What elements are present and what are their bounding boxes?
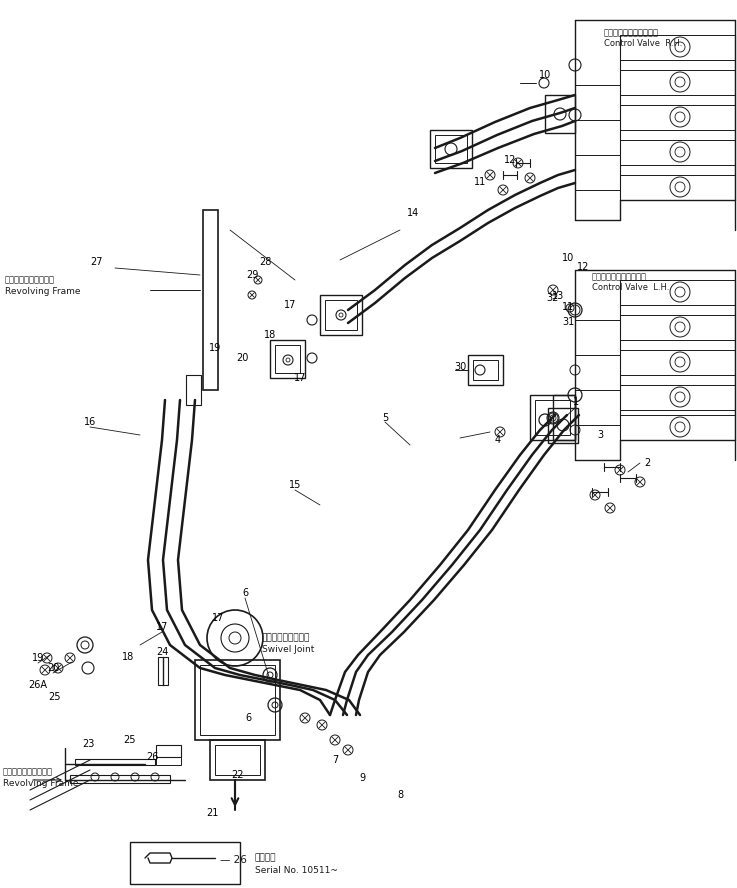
Bar [75, 759, 155, 765]
Bar [158, 657, 168, 685]
Bar [186, 375, 201, 405]
Text: 25: 25 [124, 735, 136, 745]
Text: 19: 19 [32, 653, 44, 663]
Text: レボルビングフレーム: レボルビングフレーム [5, 275, 55, 284]
Text: 5: 5 [382, 413, 388, 423]
Bar [275, 345, 300, 373]
Text: 9: 9 [359, 773, 365, 783]
Text: 27: 27 [91, 257, 103, 267]
Text: 32: 32 [547, 293, 559, 303]
Text: 30: 30 [454, 362, 466, 372]
Text: 4: 4 [495, 435, 501, 445]
Bar [130, 842, 240, 884]
Text: 21: 21 [206, 808, 218, 818]
Text: 適用号等: 適用号等 [255, 853, 276, 862]
Bar [553, 395, 575, 440]
Text: 13: 13 [552, 291, 564, 301]
Text: 26A: 26A [29, 680, 47, 690]
Text: 17: 17 [156, 622, 168, 632]
Bar [210, 740, 265, 780]
Text: 6: 6 [242, 588, 248, 598]
Bar [203, 210, 218, 390]
Text: スイベルジョイント: スイベルジョイント [262, 633, 310, 643]
Text: — 26: — 26 [220, 855, 247, 865]
Text: 6: 6 [245, 713, 251, 723]
Bar [215, 745, 260, 775]
Text: Swivel Joint: Swivel Joint [262, 646, 315, 654]
Text: 12: 12 [504, 155, 516, 165]
Text: 10: 10 [539, 70, 551, 80]
Bar [548, 408, 578, 443]
Text: Control Valve  L.H.: Control Valve L.H. [592, 283, 669, 292]
Bar [468, 355, 503, 385]
Text: 15: 15 [289, 480, 301, 490]
Text: 7: 7 [332, 755, 338, 765]
Text: 17: 17 [294, 373, 306, 383]
Text: Control Valve  R.H.: Control Valve R.H. [604, 39, 682, 49]
Text: 25: 25 [49, 692, 61, 702]
Bar [325, 300, 357, 330]
Bar [200, 665, 275, 735]
Text: 20: 20 [236, 353, 248, 363]
Text: Serial No. 10511~: Serial No. 10511~ [255, 866, 338, 875]
Text: Revolving Frame: Revolving Frame [5, 288, 80, 297]
Text: コントロールバルブ　右: コントロールバルブ 右 [604, 28, 659, 37]
Text: 17: 17 [284, 300, 296, 310]
Bar [156, 757, 181, 765]
Text: 31: 31 [562, 317, 574, 327]
Bar [320, 295, 362, 335]
Bar [435, 135, 467, 163]
Text: 1: 1 [573, 397, 579, 407]
Text: 18: 18 [264, 330, 276, 340]
Text: 12: 12 [577, 262, 589, 272]
Bar [430, 130, 472, 168]
Text: 28: 28 [259, 257, 271, 267]
Bar [535, 400, 570, 435]
Bar [530, 395, 575, 440]
Text: 3: 3 [597, 430, 603, 440]
Text: 29: 29 [246, 270, 258, 280]
Bar [156, 745, 181, 757]
Bar [545, 95, 575, 133]
Bar [270, 340, 305, 378]
Text: コントロールバルブ　左: コントロールバルブ 左 [592, 273, 647, 281]
Text: 16: 16 [84, 417, 96, 427]
Text: 22: 22 [231, 770, 244, 780]
Text: 18: 18 [122, 652, 134, 662]
Text: 8: 8 [397, 790, 403, 800]
Text: 2: 2 [644, 458, 650, 468]
Text: 10: 10 [562, 253, 574, 263]
Text: 26: 26 [146, 752, 158, 762]
Text: レボルビングフレーム: レボルビングフレーム [3, 767, 53, 776]
Text: 20: 20 [47, 663, 59, 673]
Text: 17: 17 [212, 613, 224, 623]
Bar [473, 360, 498, 380]
Text: 11: 11 [562, 302, 574, 312]
Text: 19: 19 [209, 343, 221, 353]
Text: 14: 14 [407, 208, 419, 218]
Text: 23: 23 [82, 739, 94, 749]
Text: 24: 24 [156, 647, 168, 657]
Text: 11: 11 [474, 177, 486, 187]
Bar [195, 660, 280, 740]
Text: Revolving Frame: Revolving Frame [3, 779, 79, 788]
Bar [70, 775, 170, 783]
